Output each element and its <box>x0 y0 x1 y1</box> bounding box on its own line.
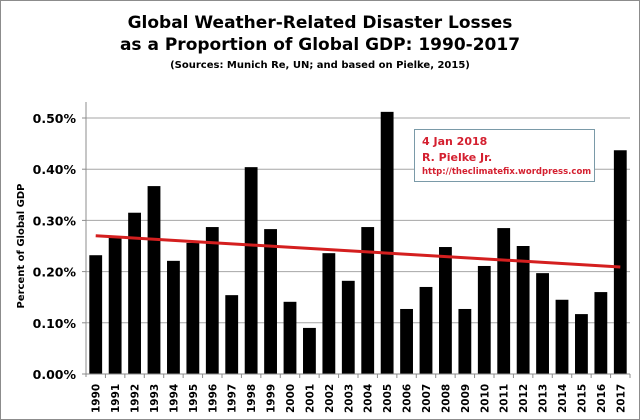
x-tick-label: 2005 <box>382 384 394 413</box>
bar <box>380 111 394 374</box>
bar <box>575 314 588 374</box>
trend-line <box>95 234 621 269</box>
x-tick-label: 2015 <box>576 384 588 413</box>
x-tick-label: 2007 <box>421 384 433 413</box>
bar <box>264 229 277 374</box>
x-tick-label: 1993 <box>149 384 161 413</box>
y-tick-label: 0.40% <box>33 162 77 177</box>
bar <box>555 299 569 374</box>
annotation-box: 4 Jan 2018 R. Pielke Jr. http://theclima… <box>414 129 595 182</box>
bar <box>108 236 122 374</box>
x-tick-label: 2004 <box>363 384 375 413</box>
annotation-author: R. Pielke Jr. <box>422 151 493 164</box>
annotation-date: 4 Jan 2018 <box>422 135 488 148</box>
bar <box>147 186 161 374</box>
y-tick-label: 0.30% <box>33 213 77 228</box>
x-tick-label: 1991 <box>110 384 122 413</box>
bar <box>361 227 375 374</box>
x-tick-label: 2006 <box>402 384 414 413</box>
x-tick-label: 2003 <box>343 384 355 413</box>
x-tick-label: 2011 <box>499 384 511 413</box>
chart-title: Global Weather-Related Disaster Losses <box>127 13 513 33</box>
bar <box>477 265 491 374</box>
y-tick-label: 0.20% <box>33 265 77 280</box>
x-tick-label: 1990 <box>91 384 103 413</box>
bar <box>439 247 452 374</box>
bar <box>186 242 200 374</box>
bars <box>89 111 627 374</box>
bar <box>225 295 239 374</box>
x-tick-label: 1995 <box>188 384 200 413</box>
bar <box>497 228 511 374</box>
annotation-url: http://theclimatefix.wordpress.com <box>422 167 592 177</box>
bar <box>128 212 141 374</box>
x-tick-label: 1996 <box>207 384 219 413</box>
x-tick-label: 2010 <box>479 384 491 413</box>
x-tick-label: 1994 <box>168 384 180 413</box>
bar <box>205 227 219 374</box>
x-tick-label: 1999 <box>266 384 278 413</box>
x-tick-label: 2017 <box>615 384 627 413</box>
x-tick-label: 2001 <box>304 384 316 413</box>
y-tick-label: 0.00% <box>33 367 77 382</box>
bar <box>516 246 530 374</box>
bar <box>341 280 355 374</box>
x-tick-label: 2002 <box>324 384 336 413</box>
y-tick-labels: 0.00% 0.10% 0.20% 0.30% 0.40% 0.50% <box>33 111 77 382</box>
bar <box>283 301 297 374</box>
bar <box>167 260 180 374</box>
bar <box>89 255 103 374</box>
x-tick-label: 1997 <box>227 384 239 413</box>
y-axis-label: Percent of Global GDP <box>16 184 27 309</box>
bar <box>458 308 472 374</box>
x-tick-label: 1998 <box>246 384 258 413</box>
chart-title-line2: as a Proportion of Global GDP: 1990-2017 <box>119 35 521 55</box>
x-tick-label: 2016 <box>596 384 608 413</box>
x-tick-label: 2009 <box>460 384 472 413</box>
x-tick-label: 2012 <box>518 384 530 413</box>
bar <box>613 150 627 374</box>
bar <box>322 253 336 374</box>
y-tick-label: 0.50% <box>33 111 77 126</box>
bar <box>303 327 316 374</box>
y-tick-label: 0.10% <box>33 316 77 331</box>
chart-subtitle: (Sources: Munich Re, UN; and based on Pi… <box>170 60 470 71</box>
bar <box>244 167 258 374</box>
bar <box>536 273 549 374</box>
x-tick-labels: 1990 1991 1992 1993 1994 1995 1996 1997 1998 1999… <box>91 384 628 413</box>
axes <box>82 102 631 378</box>
x-tick-label: 2008 <box>440 384 452 413</box>
x-tick-label: 2013 <box>538 384 550 413</box>
bar <box>594 292 608 374</box>
x-tick-label: 1992 <box>130 384 142 413</box>
x-tick-label: 2000 <box>285 384 297 413</box>
bar <box>400 308 413 374</box>
bar <box>419 286 433 374</box>
x-tick-label: 2014 <box>557 384 569 413</box>
trendline <box>95 234 621 269</box>
